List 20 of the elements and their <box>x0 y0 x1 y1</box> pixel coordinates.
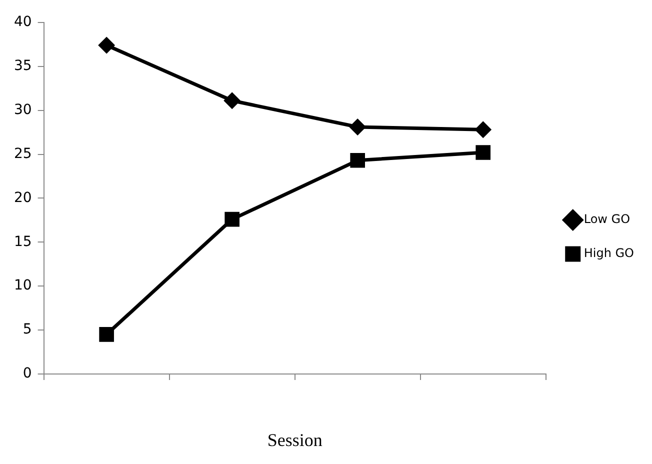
legend-label: High GO <box>584 246 634 260</box>
y-tick-label: 40 <box>14 14 32 30</box>
y-tick-label: 25 <box>14 146 32 162</box>
legend-label: Low GO <box>584 212 630 226</box>
point <box>99 327 114 342</box>
y-tick-label: 10 <box>14 278 32 294</box>
point <box>224 92 240 108</box>
point <box>98 38 114 54</box>
point <box>476 145 491 160</box>
point <box>475 122 491 138</box>
y-tick-label: 15 <box>14 234 32 250</box>
y-tick-label: 35 <box>14 58 32 74</box>
y-tick-label: 0 <box>22 366 32 382</box>
y-tick-label: 20 <box>14 190 32 206</box>
y-tick-label: 30 <box>14 102 32 118</box>
point <box>350 152 365 168</box>
y-tick-label: 5 <box>22 322 32 338</box>
point <box>224 212 240 227</box>
point <box>350 119 366 135</box>
x-axis-title: Session <box>267 430 322 450</box>
